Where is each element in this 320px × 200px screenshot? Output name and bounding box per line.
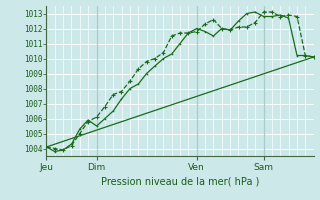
X-axis label: Pression niveau de la mer( hPa ): Pression niveau de la mer( hPa ) bbox=[101, 176, 259, 186]
